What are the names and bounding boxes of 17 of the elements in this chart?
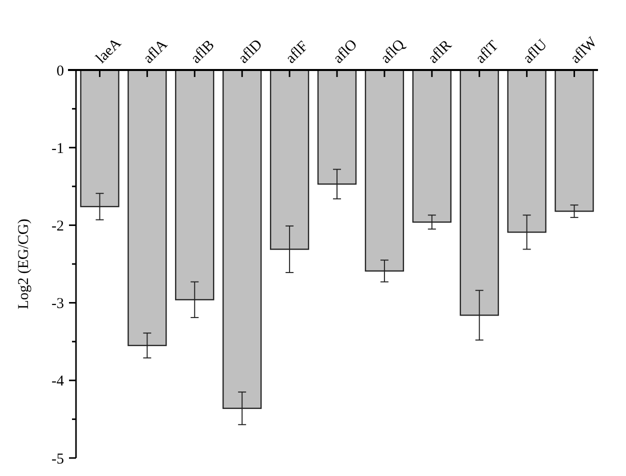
- y-tick-label: -3: [52, 296, 64, 312]
- y-axis-title: Log2 (EG/CG): [16, 218, 32, 310]
- y-tick-label: -1: [52, 140, 64, 157]
- x-tick-label: aflB: [188, 37, 218, 67]
- y-tick-label: -2: [52, 218, 64, 234]
- x-tick-label: aflT: [472, 38, 502, 67]
- x-tick-label: laeA: [93, 35, 125, 67]
- x-tick-label: aflO: [330, 36, 361, 67]
- x-tick-label: aflU: [520, 36, 551, 67]
- y-tick-label: 0: [56, 63, 64, 80]
- y-tick-label: -4: [52, 374, 64, 390]
- x-tick-label: aflF: [283, 38, 312, 67]
- x-tick-label: aflQ: [378, 36, 408, 67]
- x-tick-label: aflR: [425, 37, 455, 67]
- x-tick-label: aflA: [140, 36, 171, 67]
- y-tick-label: -5: [52, 451, 64, 468]
- x-tick-label: aflD: [236, 36, 266, 67]
